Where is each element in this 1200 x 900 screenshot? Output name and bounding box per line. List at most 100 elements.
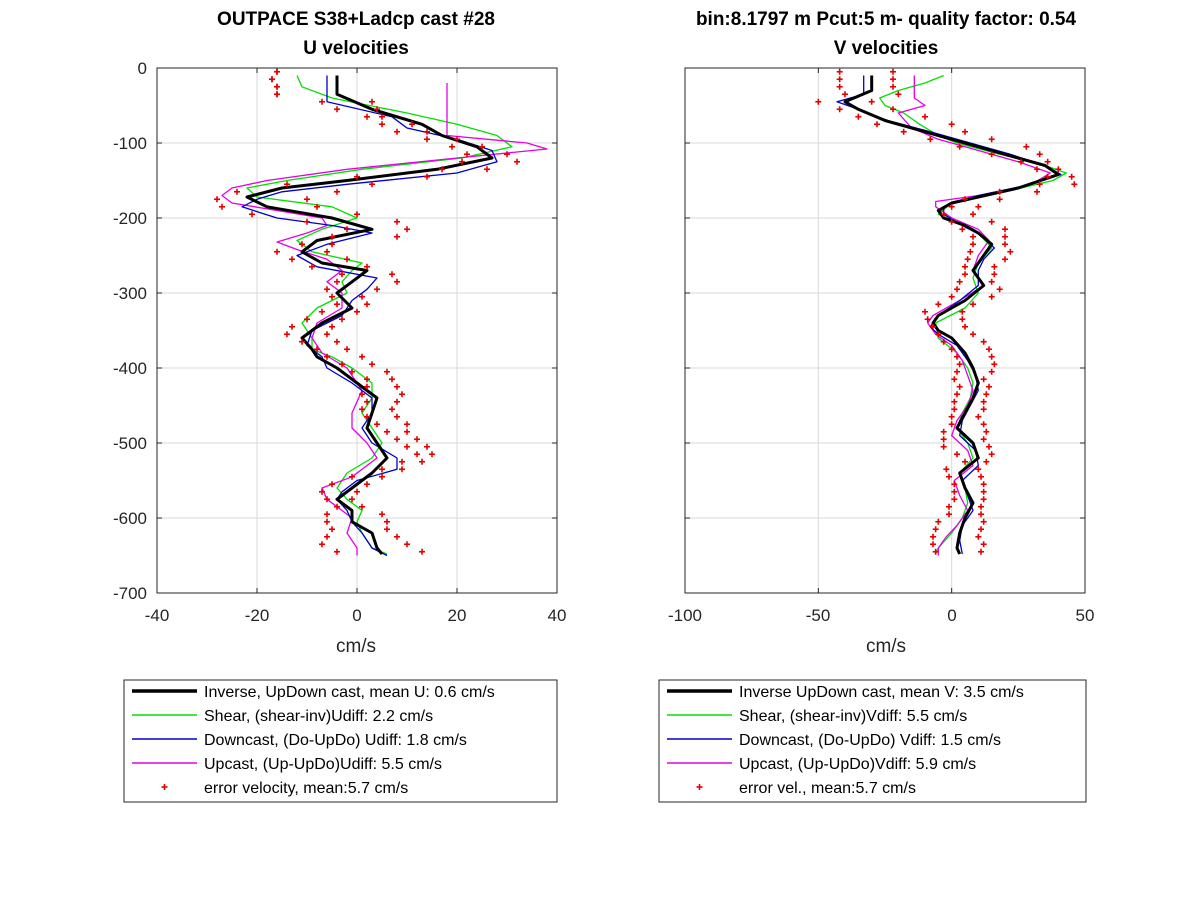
u-error-point <box>404 541 410 548</box>
u-error-point <box>359 406 365 413</box>
u-error-point <box>384 428 390 435</box>
u-error-point <box>289 256 295 263</box>
v-xtick-label: -100 <box>668 606 702 625</box>
u-error-point <box>329 323 335 330</box>
v-series-layer <box>815 68 1078 556</box>
v-error-point <box>956 361 963 368</box>
v-error-point <box>967 248 974 255</box>
v-error-point <box>842 91 848 98</box>
u-error-point <box>384 526 390 533</box>
u-ytick-label: -200 <box>113 209 147 228</box>
v-error-point <box>975 413 982 420</box>
u-legend-entry-inverse: Inverse, UpDown cast, mean U: 0.6 cm/s <box>204 684 495 701</box>
u-error-point <box>464 151 470 158</box>
v-xtick-label: 50 <box>1076 606 1095 625</box>
v-error-point <box>978 548 984 555</box>
v-error-point <box>1007 248 1014 255</box>
u-error-point <box>329 526 335 533</box>
u-error-point <box>274 83 280 90</box>
u-legend-entry-error: error velocity, mean:5.7 cm/s <box>204 780 408 797</box>
u-error-point <box>404 443 410 450</box>
v-error-point <box>970 233 976 240</box>
u-error-point <box>409 121 415 128</box>
v-axes-box <box>684 67 1086 594</box>
u-error-point <box>219 203 225 210</box>
u-error-point <box>424 128 430 135</box>
v-error-point <box>836 68 843 75</box>
u-error-point <box>234 188 240 195</box>
v-error-point <box>951 398 958 405</box>
u-error-point <box>299 338 305 345</box>
u-error-point <box>324 286 330 293</box>
v-error-point <box>943 466 950 473</box>
u-error-point <box>459 158 465 165</box>
u-error-point <box>334 548 340 555</box>
v-error-point <box>959 226 966 233</box>
u-error-point <box>309 263 315 270</box>
v-error-point <box>991 263 998 270</box>
u-chart-subtitle: U velocities <box>303 38 409 59</box>
v-error-point <box>954 391 960 398</box>
v-error-point <box>895 91 902 98</box>
u-error-point <box>354 211 360 218</box>
u-error-point <box>379 511 385 518</box>
u-error-point <box>314 346 320 353</box>
v-legend-entry-shear: Shear, (shear-inv)Vdiff: 5.5 cm/s <box>739 708 967 725</box>
v-legend-box <box>658 679 1087 803</box>
u-error-point <box>374 421 380 428</box>
v-error-point <box>970 211 976 218</box>
u-error-point <box>349 368 355 375</box>
v-error-point <box>924 316 931 323</box>
u-error-point <box>334 338 340 345</box>
v-x-tick-labels: -100 -50 0 50 <box>668 606 1094 625</box>
v-legend-entry-inverse: Inverse UpDown cast, mean V: 3.5 cm/s <box>739 684 1024 701</box>
v-error-point <box>1034 188 1040 195</box>
v-error-point <box>986 443 992 450</box>
u-error-point <box>344 256 350 263</box>
v-error-point <box>980 488 987 495</box>
v-error-point <box>975 203 982 210</box>
v-error-point <box>980 496 987 503</box>
u-error-point <box>394 413 400 420</box>
v-error-point <box>946 511 952 518</box>
v-error-point <box>988 218 995 225</box>
v-error-point <box>986 383 992 390</box>
u-error-point <box>479 143 485 150</box>
u-error-point <box>324 248 330 255</box>
u-error-point <box>394 128 400 135</box>
u-error-point <box>369 98 375 105</box>
u-ytick-label: 0 <box>138 59 147 78</box>
u-error-point <box>339 361 345 368</box>
v-error-point <box>1002 233 1008 240</box>
u-error-point <box>214 196 220 203</box>
u-error-point <box>504 151 510 158</box>
u-xtick-label: 20 <box>448 606 467 625</box>
v-error-point <box>988 451 995 458</box>
v-error-point <box>1071 181 1078 188</box>
v-error-point <box>975 533 982 540</box>
u-upcast-velocity-line <box>221 83 548 556</box>
u-error-point <box>329 481 335 488</box>
u-error-point <box>299 241 305 248</box>
u-error-point <box>359 391 365 398</box>
v-error-velocity-series <box>815 68 1078 555</box>
v-error-point <box>954 451 960 458</box>
v-error-point <box>980 406 987 413</box>
v-xtick-label: 0 <box>947 606 956 625</box>
u-xtick-label: 0 <box>352 606 361 625</box>
v-error-point <box>1036 181 1043 188</box>
u-error-point <box>329 233 335 240</box>
v-error-point <box>983 458 990 465</box>
v-error-point <box>970 301 976 308</box>
u-error-point <box>364 376 370 383</box>
v-error-point <box>951 406 958 413</box>
v-error-point <box>1068 173 1075 180</box>
v-error-point <box>996 286 1003 293</box>
v-error-point <box>1002 226 1008 233</box>
u-error-point <box>394 233 400 240</box>
v-error-point <box>978 503 984 510</box>
u-error-point <box>454 136 460 143</box>
v-error-point <box>978 526 984 533</box>
u-error-point <box>364 413 370 420</box>
v-error-point <box>874 121 880 128</box>
